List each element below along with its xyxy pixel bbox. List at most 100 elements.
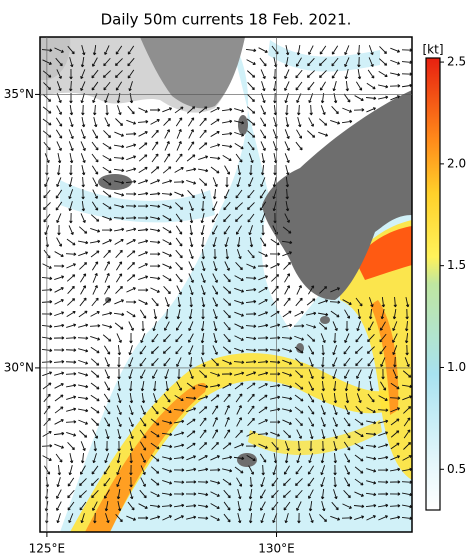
arrow (356, 369, 362, 379)
arrow (79, 262, 88, 270)
arrow (222, 442, 232, 450)
arrow (380, 321, 386, 331)
arrow (210, 394, 220, 402)
arrow (150, 491, 160, 497)
arrow (257, 264, 269, 268)
arrow (296, 44, 301, 56)
arrow (80, 129, 86, 140)
arrow (297, 512, 301, 524)
arrow (295, 478, 303, 486)
arrow (69, 80, 73, 92)
arrow (115, 118, 124, 126)
arrow (198, 455, 208, 461)
arrow (68, 513, 74, 524)
arrow (114, 238, 124, 245)
arrow (392, 369, 398, 379)
colorbar-tick-label: 1.0 (447, 360, 466, 374)
arrow (377, 492, 389, 496)
arrow (320, 333, 326, 343)
arrow (390, 418, 400, 426)
arrow (260, 117, 267, 127)
arrow (211, 441, 219, 450)
arrow (341, 119, 353, 124)
arrow (272, 80, 277, 92)
arrow (175, 153, 183, 163)
arrow (392, 333, 398, 343)
arrow (55, 201, 63, 211)
arrow (318, 299, 329, 305)
arrow (151, 153, 159, 163)
arrow (69, 104, 74, 116)
arrow (378, 84, 389, 89)
arrow (78, 490, 87, 498)
arrow (297, 117, 302, 128)
arrow (284, 81, 290, 91)
arrow (102, 215, 113, 221)
arrow (354, 515, 365, 520)
arrow (258, 251, 268, 257)
arrow (284, 285, 290, 295)
arrow (222, 455, 233, 460)
arrow (330, 310, 340, 318)
land (40, 37, 412, 467)
arrow (150, 466, 160, 474)
arrow (92, 177, 98, 187)
arrow (281, 240, 293, 245)
arrow (102, 178, 112, 186)
arrow (163, 334, 171, 343)
arrow (176, 141, 182, 151)
arrow (138, 263, 148, 269)
arrow (92, 129, 98, 139)
arrow (67, 489, 75, 499)
colorbar-tick-label: 1.5 (447, 258, 466, 272)
arrow (115, 70, 123, 78)
arrow (366, 346, 375, 354)
arrow (69, 212, 73, 224)
arrow (344, 369, 350, 379)
arrow (389, 504, 401, 508)
arrow (309, 104, 313, 116)
arrow (260, 69, 266, 79)
arrow (113, 216, 125, 220)
arrow (330, 515, 341, 521)
arrow (333, 392, 338, 404)
arrow (65, 420, 77, 424)
arrow (319, 70, 327, 79)
arrow (223, 489, 231, 499)
arrow (116, 333, 122, 343)
arrow (115, 81, 123, 91)
arrow (295, 370, 304, 378)
arrow (234, 335, 244, 341)
arrow (332, 81, 337, 92)
arrow (381, 368, 385, 380)
arrow (260, 489, 266, 499)
arrow (103, 57, 111, 67)
arrow (365, 96, 377, 101)
arrow (381, 296, 386, 308)
arrow (128, 405, 134, 416)
arrow (306, 324, 317, 329)
lon-tick-label: 130°E (258, 542, 295, 556)
arrow (271, 441, 279, 451)
arrow (153, 380, 157, 392)
arrow (162, 480, 173, 485)
arrow (150, 216, 161, 221)
arrow (260, 141, 266, 151)
arrow (405, 344, 409, 356)
arrow (199, 129, 207, 139)
arrow (368, 369, 373, 380)
arrow (185, 467, 197, 472)
arrow (149, 191, 161, 196)
arrow (367, 334, 375, 343)
arrow (272, 201, 277, 212)
arrow (102, 298, 112, 306)
arrow (309, 429, 314, 440)
arrow (221, 144, 233, 149)
arrow (210, 166, 220, 174)
arrow (221, 107, 233, 112)
arrow (117, 501, 122, 512)
arrow (89, 239, 101, 244)
arrow (200, 357, 206, 368)
arrow (199, 442, 208, 450)
arrow (260, 105, 266, 115)
